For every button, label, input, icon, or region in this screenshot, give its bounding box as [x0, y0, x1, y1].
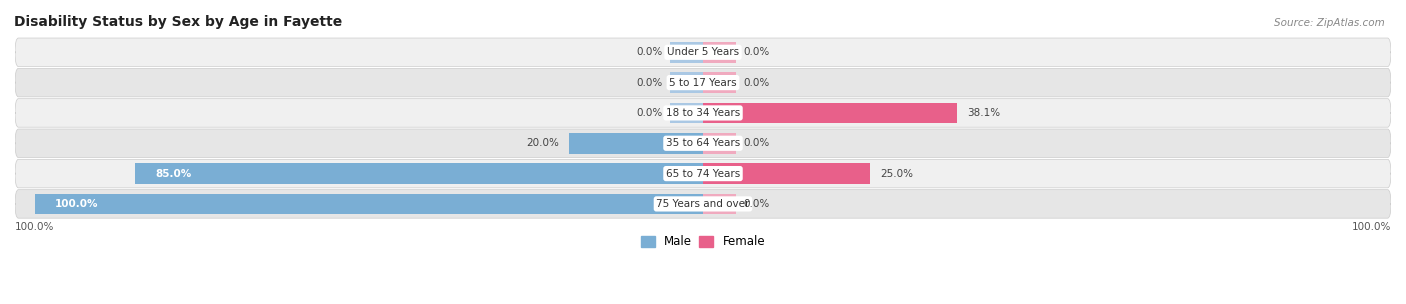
Text: 100.0%: 100.0% [1351, 222, 1391, 232]
Bar [669, 103, 703, 123]
Text: 20.0%: 20.0% [526, 138, 560, 148]
Text: 5 to 17 Years: 5 to 17 Years [669, 78, 737, 88]
Text: 65 to 74 Years: 65 to 74 Years [666, 169, 740, 178]
Text: 85.0%: 85.0% [155, 169, 191, 178]
Text: 18 to 34 Years: 18 to 34 Years [666, 108, 740, 118]
Text: 0.0%: 0.0% [744, 138, 769, 148]
Bar [703, 72, 737, 93]
Text: Disability Status by Sex by Age in Fayette: Disability Status by Sex by Age in Fayet… [14, 15, 342, 29]
Bar [35, 194, 703, 214]
FancyBboxPatch shape [15, 190, 1391, 218]
Text: 35 to 64 Years: 35 to 64 Years [666, 138, 740, 148]
Bar [703, 103, 957, 123]
Text: 0.0%: 0.0% [637, 47, 662, 57]
Text: 0.0%: 0.0% [637, 78, 662, 88]
Text: 0.0%: 0.0% [744, 78, 769, 88]
Text: Under 5 Years: Under 5 Years [666, 47, 740, 57]
Bar [569, 133, 703, 154]
Text: 25.0%: 25.0% [880, 169, 912, 178]
Text: 100.0%: 100.0% [15, 222, 55, 232]
FancyBboxPatch shape [15, 68, 1391, 97]
Text: 38.1%: 38.1% [967, 108, 1001, 118]
FancyBboxPatch shape [15, 159, 1391, 188]
FancyBboxPatch shape [15, 38, 1391, 67]
Bar [135, 163, 703, 184]
Text: Source: ZipAtlas.com: Source: ZipAtlas.com [1274, 18, 1385, 28]
Bar [669, 42, 703, 63]
Bar [703, 163, 870, 184]
Text: 0.0%: 0.0% [744, 199, 769, 209]
Bar [703, 133, 737, 154]
Text: 100.0%: 100.0% [55, 199, 98, 209]
Text: 75 Years and over: 75 Years and over [657, 199, 749, 209]
Bar [669, 72, 703, 93]
FancyBboxPatch shape [15, 129, 1391, 157]
Legend: Male, Female: Male, Female [636, 231, 770, 253]
Bar [703, 194, 737, 214]
FancyBboxPatch shape [15, 99, 1391, 127]
Bar [703, 42, 737, 63]
Text: 0.0%: 0.0% [744, 47, 769, 57]
Text: 0.0%: 0.0% [637, 108, 662, 118]
